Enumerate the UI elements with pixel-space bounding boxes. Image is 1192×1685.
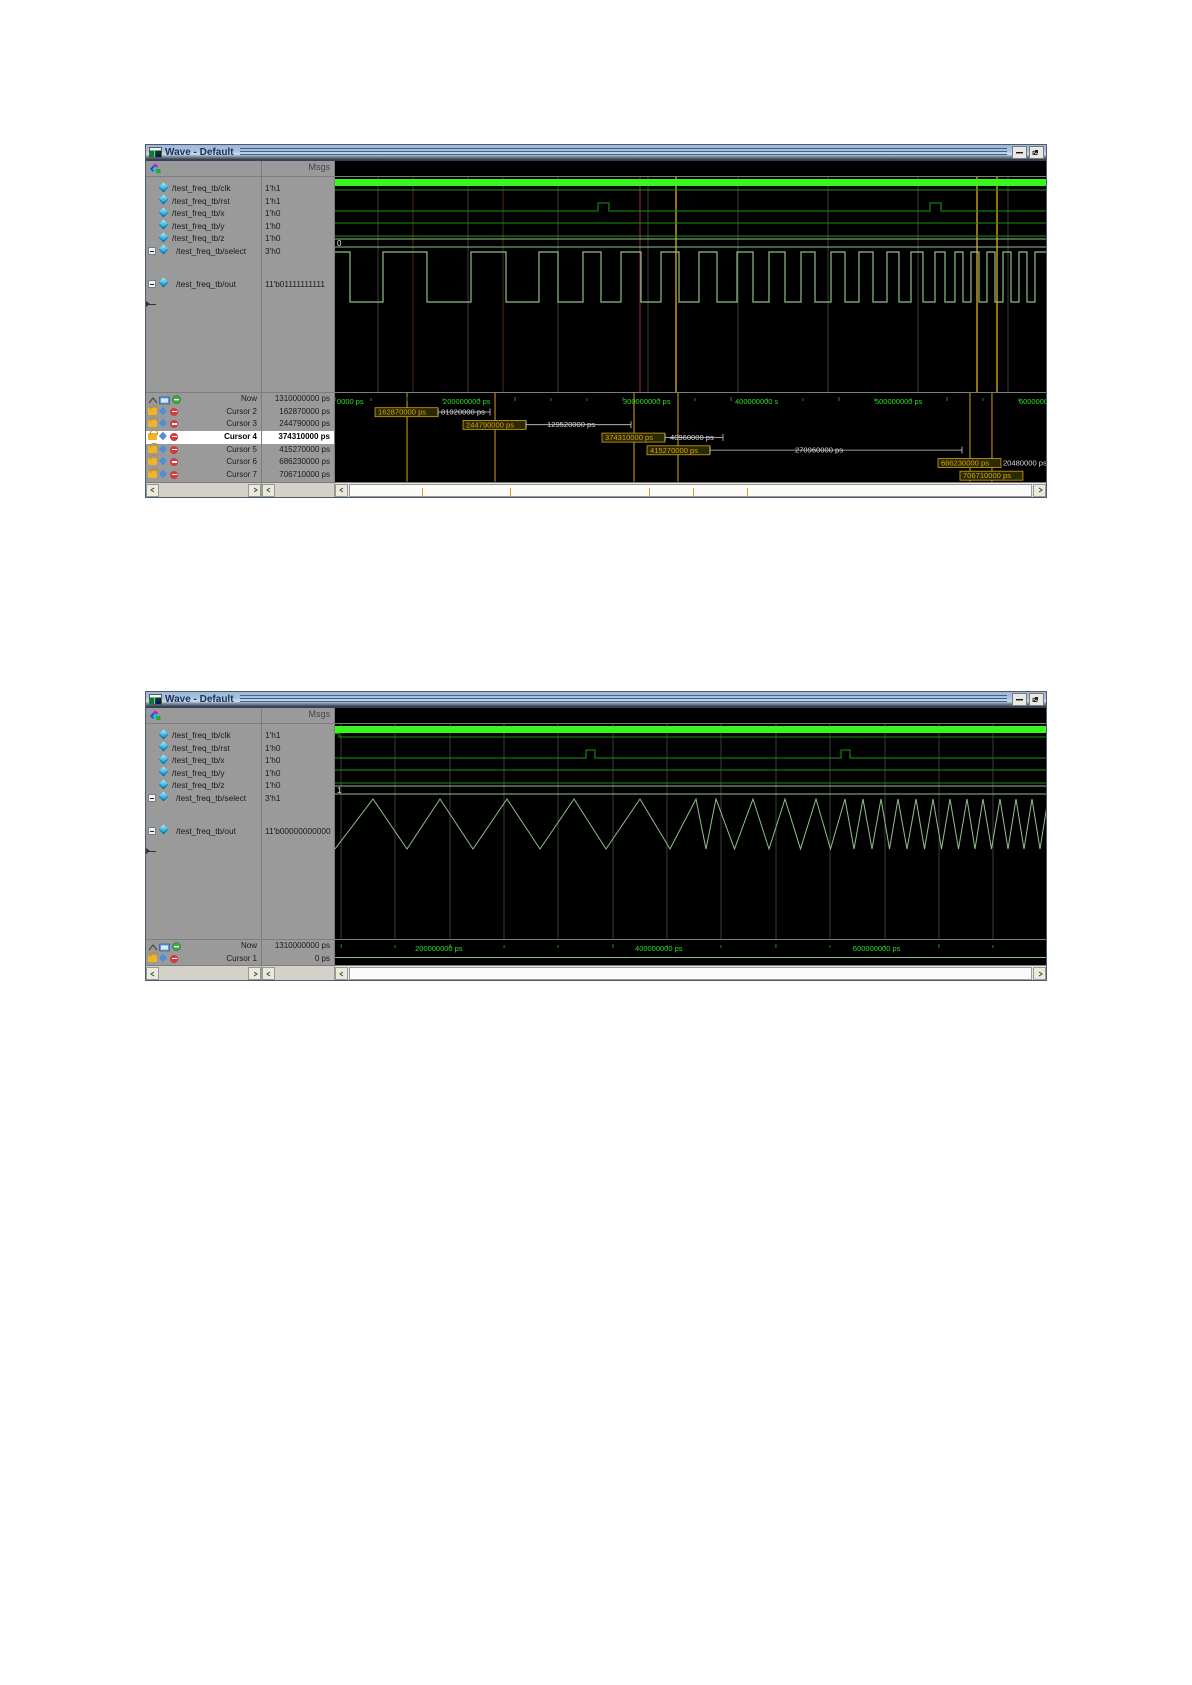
svg-text:40960000 ps: 40960000 ps: [670, 433, 714, 442]
svg-text:81920000 ps: 81920000 ps: [441, 407, 485, 416]
svg-text:20480000 ps: 20480000 ps: [1003, 458, 1046, 467]
svg-text:400000000 ps: 400000000 ps: [635, 944, 683, 953]
svg-text:129520000 ps: 129520000 ps: [547, 420, 595, 429]
svg-text:374310000 ps: 374310000 ps: [605, 433, 653, 442]
svg-text:244790000 ps: 244790000 ps: [466, 420, 514, 429]
svg-text:200000000 ps: 200000000 ps: [443, 397, 491, 406]
svg-text:600000000 ps: 600000000 ps: [853, 944, 901, 953]
svg-text:0000 ps: 0000 ps: [337, 397, 364, 406]
svg-text:500000000 ps: 500000000 ps: [875, 397, 923, 406]
svg-text:300000000 ps: 300000000 ps: [623, 397, 671, 406]
svg-text:706710000 ps: 706710000 ps: [963, 471, 1011, 480]
svg-text:200000000 ps: 200000000 ps: [415, 944, 463, 953]
svg-text:1: 1: [337, 786, 342, 795]
svg-text:162870000 ps: 162870000 ps: [378, 408, 426, 417]
svg-text:0: 0: [337, 239, 342, 248]
svg-text:270960000 ps: 270960000 ps: [795, 446, 843, 455]
svg-text:415270000 ps: 415270000 ps: [650, 446, 698, 455]
svg-text:400000000 s: 400000000 s: [735, 397, 779, 406]
svg-text:686230000 ps: 686230000 ps: [941, 458, 989, 467]
svg-text:600000000 ps: 600000000 ps: [1019, 397, 1046, 406]
